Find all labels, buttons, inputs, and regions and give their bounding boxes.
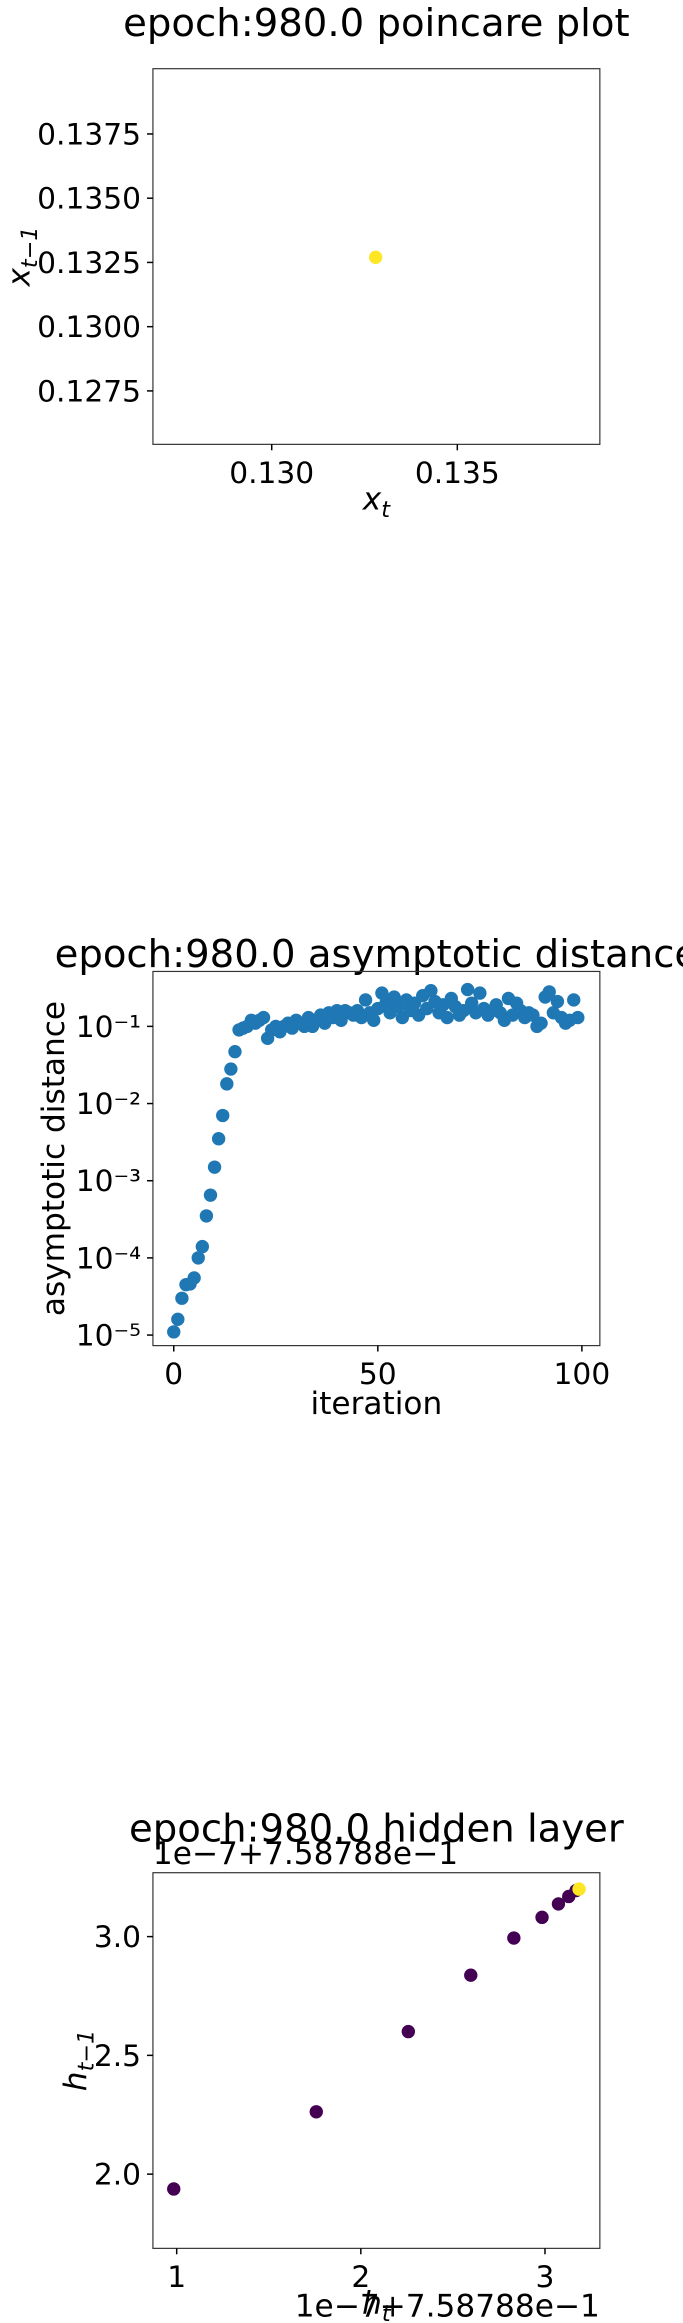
point: [187, 1271, 201, 1285]
point: [401, 2024, 416, 2039]
point: [191, 1251, 205, 1265]
point: [368, 250, 383, 264]
point: [464, 1968, 478, 1982]
x-tick-label: 0: [164, 1357, 183, 1392]
y-axis-label: xt−1: [2, 227, 43, 288]
point: [167, 2182, 181, 2196]
point: [473, 986, 487, 1000]
x-axis-label: xt: [362, 482, 391, 523]
y-tick-label: 0.1300: [37, 310, 141, 345]
y-tick-label: 0.1350: [37, 182, 141, 217]
point: [207, 1160, 222, 1174]
y-axis-label-base: h: [58, 2071, 94, 2091]
y-tick-label: 10⁻⁴: [76, 1241, 141, 1276]
x-axis-label-sub: t: [382, 2301, 392, 2323]
point: [534, 1016, 548, 1030]
point: [203, 1188, 218, 1202]
x-tick-label: 0.135: [415, 456, 500, 491]
y-tick-label: 2.0: [94, 2158, 141, 2193]
point: [571, 1010, 585, 1025]
point: [256, 1010, 271, 1025]
point: [507, 1931, 521, 1945]
x-tick-label: 1: [167, 2260, 186, 2295]
point: [171, 1312, 185, 1326]
point: [367, 1013, 381, 1027]
point: [195, 1239, 209, 1254]
y-tick-label: 0.1275: [37, 374, 141, 409]
point: [424, 984, 438, 998]
point: [375, 986, 389, 1000]
x-axis-label-base: x: [362, 482, 382, 518]
chart-title: epoch:980.0 asymptotic distance: [55, 932, 683, 977]
point: [224, 1062, 238, 1076]
y-tick-label: 10⁻⁵: [76, 1318, 141, 1353]
point: [526, 1008, 540, 1022]
y-tick-label: 10⁻²: [76, 1087, 141, 1122]
y-tick-label: 0.1375: [37, 117, 141, 152]
x-tick-label: 0.130: [229, 456, 314, 491]
point: [216, 1108, 230, 1123]
x-tick-label: 3: [536, 2260, 555, 2295]
point: [542, 985, 556, 999]
y-tick-label: 2.5: [94, 2039, 141, 2074]
y-axis-label-sub: t−1: [74, 2030, 100, 2072]
point: [167, 1325, 181, 1339]
y-tick-label: 10⁻³: [76, 1164, 141, 1199]
point: [220, 1077, 234, 1091]
plot-frame: [152, 1872, 601, 2249]
point: [309, 2105, 323, 2119]
point: [535, 1910, 549, 1925]
x-axis-label-sub: t: [381, 497, 391, 523]
point: [199, 1209, 214, 1223]
y-axis-label-base: x: [2, 268, 38, 288]
x-offset-text: 1e−7+7.58788e−1: [295, 2289, 600, 2323]
chart-title: epoch:980.0 poincare plot: [123, 1, 629, 46]
y-axis-label-sub: t−1: [17, 227, 43, 269]
x-tick-label: 2: [351, 2260, 370, 2295]
point: [567, 993, 581, 1007]
x-tick-label: 50: [359, 1357, 397, 1392]
y-offset-text: 1e−7+7.58788e−1: [153, 1836, 458, 1872]
point: [175, 1291, 189, 1305]
x-axis-label: iteration: [311, 1386, 443, 1422]
y-axis-label: ht−1: [58, 2030, 99, 2091]
y-axis-label: asymptotic distance: [36, 1001, 72, 1316]
point: [228, 1045, 242, 1059]
point: [211, 1132, 226, 1146]
plot-frame: [152, 68, 601, 445]
y-tick-label: 10⁻¹: [76, 1010, 141, 1045]
y-tick-label: 3.0: [94, 1920, 141, 1955]
chart-title: epoch:980.0 hidden layer: [129, 1807, 624, 1852]
point: [460, 982, 475, 997]
point: [358, 993, 373, 1007]
point: [440, 1010, 454, 1025]
point: [551, 1897, 566, 1911]
x-axis-label-base: h: [362, 2286, 382, 2322]
point: [550, 994, 565, 1009]
point: [572, 1882, 586, 1896]
plot-frame: [152, 970, 601, 1347]
y-tick-label: 0.1325: [37, 246, 141, 281]
x-axis-label: ht: [362, 2286, 392, 2323]
x-tick-label: 100: [554, 1357, 611, 1392]
